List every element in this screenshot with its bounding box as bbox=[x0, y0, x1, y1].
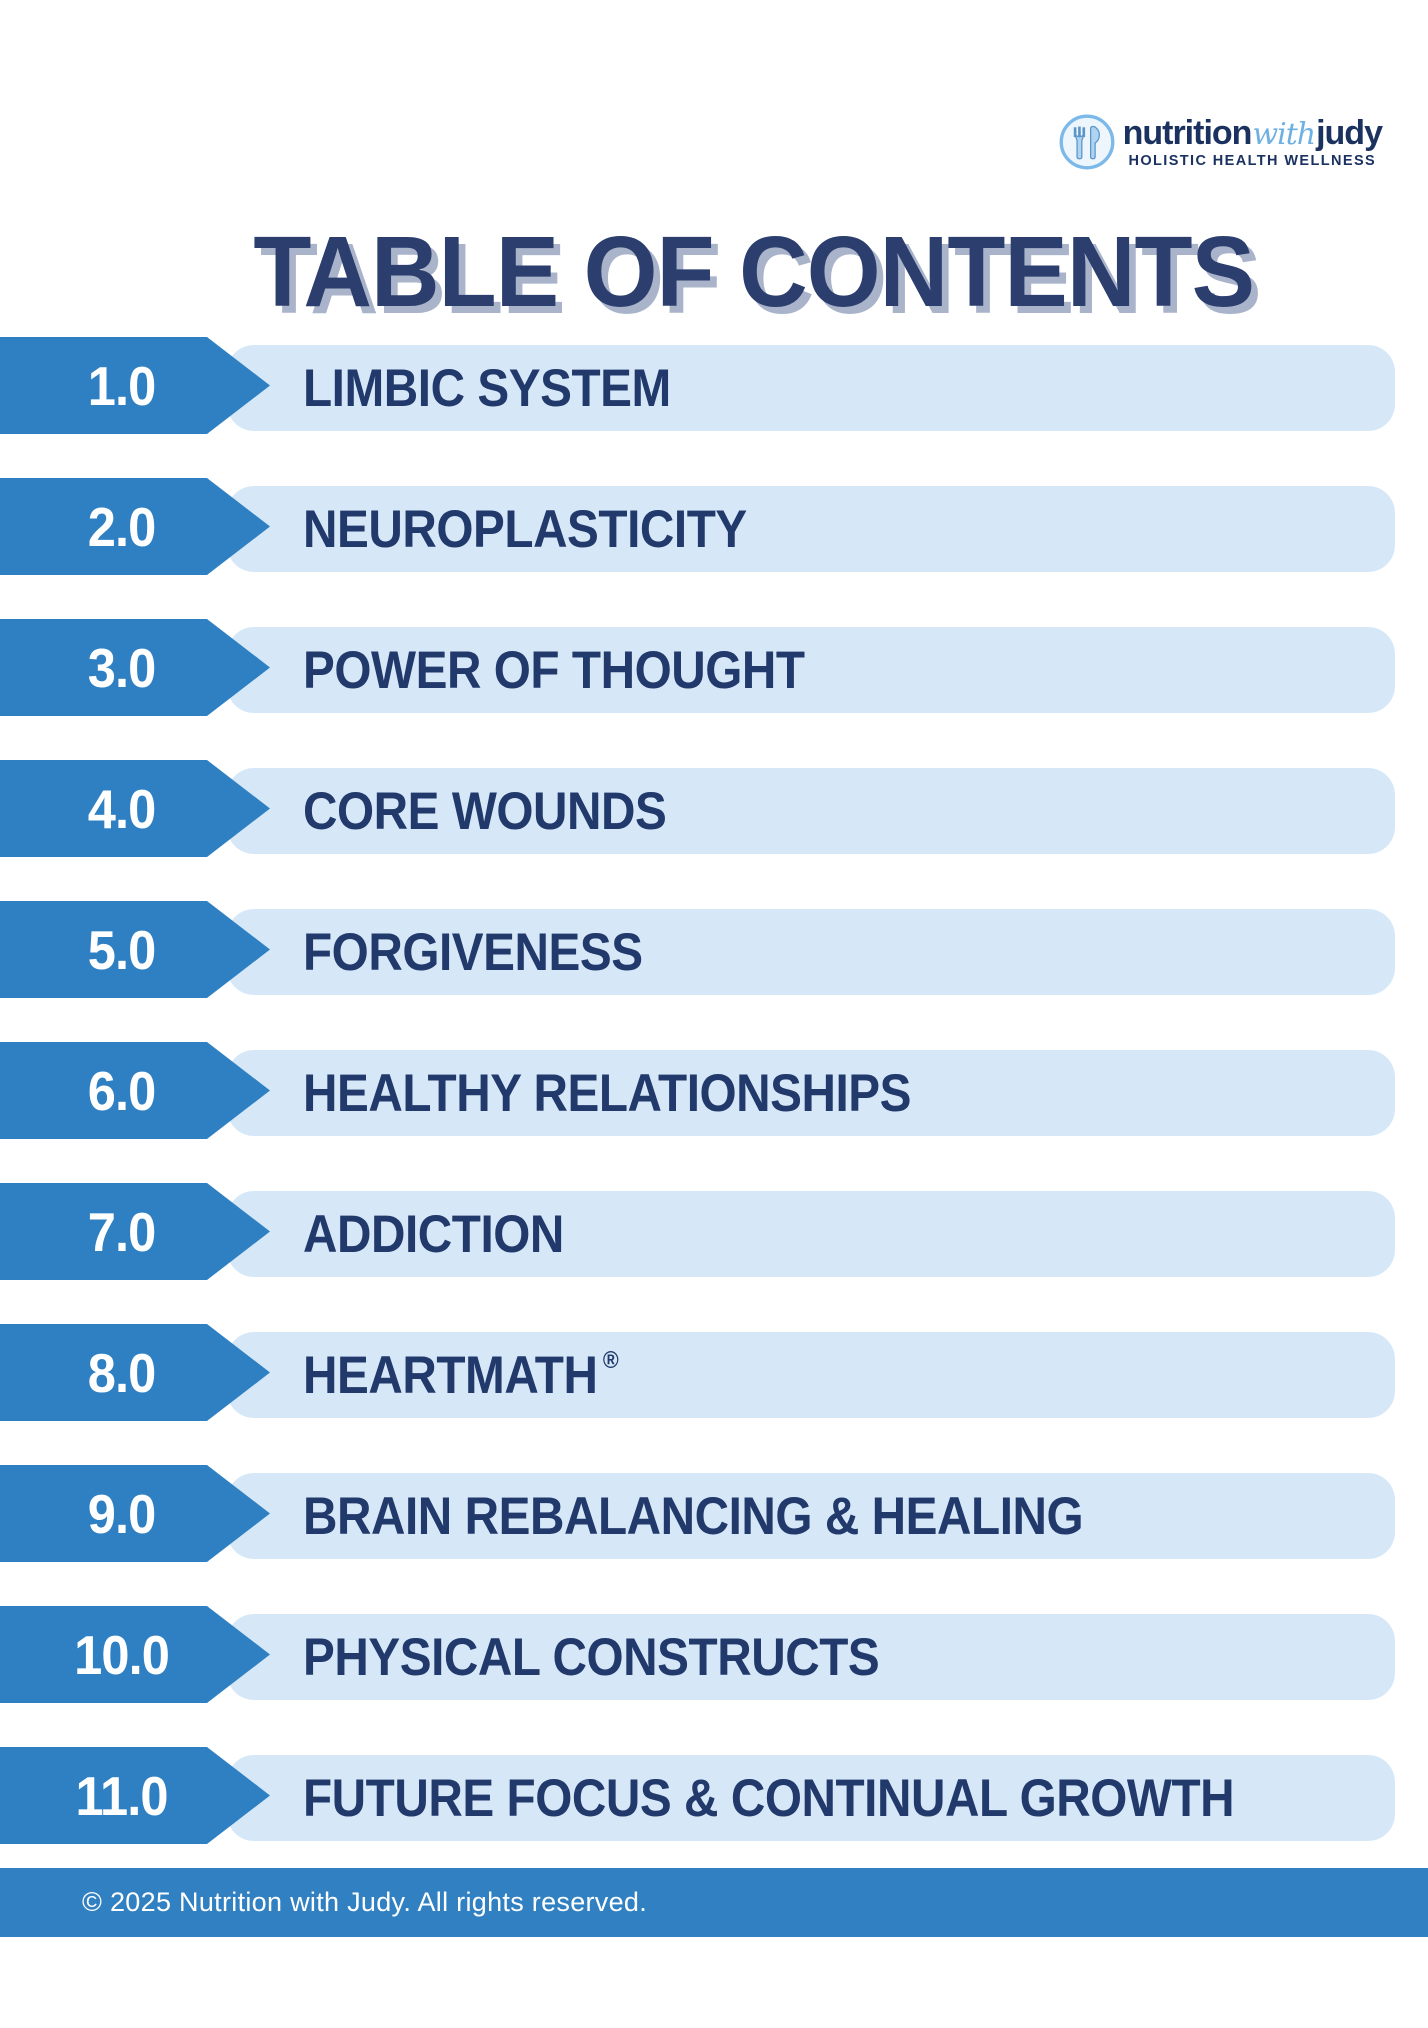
toc-item-label-wrap: HEARTMATH ® bbox=[303, 1345, 619, 1405]
toc-row[interactable]: 3.0 POWER OF THOUGHT bbox=[0, 619, 1428, 716]
toc-item-label: FORGIVENESS bbox=[303, 922, 643, 982]
toc-item-label: ADDICTION bbox=[303, 1204, 564, 1264]
toc-item-number: 2.0 bbox=[87, 495, 157, 558]
toc-row-bar bbox=[227, 1191, 1395, 1277]
toc-row-arrow-icon bbox=[0, 1324, 270, 1421]
toc-item-number: 10.0 bbox=[74, 1623, 170, 1686]
toc-row-bar bbox=[227, 1050, 1395, 1136]
toc-item-label: FUTURE FOCUS & CONTINUAL GROWTH bbox=[303, 1768, 1235, 1828]
toc-row[interactable]: 10.0 PHYSICAL CONSTRUCTS bbox=[0, 1606, 1428, 1703]
toc-item-number: 3.0 bbox=[87, 636, 157, 699]
toc-row-arrow-icon bbox=[0, 1747, 270, 1844]
toc-row[interactable]: 9.0 BRAIN REBALANCING & HEALING bbox=[0, 1465, 1428, 1562]
toc-row[interactable]: 8.0 HEARTMATH ® bbox=[0, 1324, 1428, 1421]
brand-logo: nutrition with judy HOLISTIC HEALTH WELL… bbox=[1059, 113, 1383, 170]
toc-row-arrow-icon bbox=[0, 337, 270, 434]
toc-row-bar bbox=[227, 1332, 1395, 1418]
toc-row-arrow-icon bbox=[0, 1042, 270, 1139]
toc-row[interactable]: 11.0 FUTURE FOCUS & CONTINUAL GROWTH bbox=[0, 1747, 1428, 1844]
toc-item-label: POWER OF THOUGHT bbox=[303, 640, 805, 700]
toc-row-arrow-icon bbox=[0, 1465, 270, 1562]
toc-item-label-wrap: PHYSICAL CONSTRUCTS bbox=[303, 1614, 1280, 1700]
toc-row-bar bbox=[227, 1614, 1395, 1700]
toc-item-number: 9.0 bbox=[87, 1482, 157, 1545]
toc-item-label-wrap: CORE WOUNDS bbox=[303, 768, 1280, 854]
toc-item-label-wrap: FUTURE FOCUS & CONTINUAL GROWTH bbox=[303, 1755, 1280, 1841]
toc-item-label-wrap: NEUROPLASTICITY bbox=[303, 486, 1280, 572]
toc-item-label: BRAIN REBALANCING & HEALING bbox=[303, 1486, 1084, 1546]
toc-item-number: 8.0 bbox=[87, 1341, 157, 1404]
toc-row-bar bbox=[227, 627, 1395, 713]
toc-row[interactable]: 2.0 NEUROPLASTICITY bbox=[0, 478, 1428, 575]
brand-name-suffix: judy bbox=[1316, 113, 1383, 152]
toc-row-bar bbox=[227, 1755, 1395, 1841]
toc-row-bar bbox=[227, 345, 1395, 431]
brand-tagline: HOLISTIC HEALTH WELLNESS bbox=[1128, 152, 1377, 169]
toc-item-number: 7.0 bbox=[87, 1200, 157, 1263]
toc-item-label: CORE WOUNDS bbox=[303, 781, 667, 841]
toc-item-label: HEALTHY RELATIONSHIPS bbox=[303, 1063, 912, 1123]
toc-item-label-wrap: BRAIN REBALANCING & HEALING bbox=[303, 1473, 1280, 1559]
toc-item-number: 6.0 bbox=[87, 1059, 157, 1122]
copyright-text: © 2025 Nutrition with Judy. All rights r… bbox=[82, 1887, 648, 1917]
toc-item-label: NEUROPLASTICITY bbox=[303, 499, 747, 559]
brand-name-script: with bbox=[1252, 116, 1316, 152]
toc-item-number: 11.0 bbox=[75, 1764, 169, 1827]
toc-item-label-wrap: HEALTHY RELATIONSHIPS bbox=[303, 1050, 1280, 1136]
toc-row-bar bbox=[227, 1473, 1395, 1559]
toc-row[interactable]: 4.0 CORE WOUNDS bbox=[0, 760, 1428, 857]
toc-row-arrow-icon bbox=[0, 901, 270, 998]
toc-row[interactable]: 6.0 HEALTHY RELATIONSHIPS bbox=[0, 1042, 1428, 1139]
toc-row-arrow-icon bbox=[0, 478, 270, 575]
brand-name-prefix: nutrition bbox=[1122, 113, 1253, 152]
toc-list: 1.0 LIMBIC SYSTEM 2.0 NEUROPLASTICITY 3.… bbox=[0, 337, 1428, 1888]
toc-row-arrow-icon bbox=[0, 1606, 270, 1703]
toc-row[interactable]: 7.0 ADDICTION bbox=[0, 1183, 1428, 1280]
toc-row[interactable]: 5.0 FORGIVENESS bbox=[0, 901, 1428, 998]
toc-item-label: LIMBIC SYSTEM bbox=[303, 358, 671, 418]
fork-knife-circle-icon bbox=[1059, 114, 1115, 170]
brand-name: nutrition with judy bbox=[1122, 113, 1383, 152]
toc-row-arrow-icon bbox=[0, 760, 270, 857]
toc-row-bar bbox=[227, 768, 1395, 854]
toc-item-number: 1.0 bbox=[87, 354, 157, 417]
toc-row-arrow-icon bbox=[0, 619, 270, 716]
toc-row-bar bbox=[227, 909, 1395, 995]
copyright-footer: © 2025 Nutrition with Judy. All rights r… bbox=[0, 1868, 1428, 1937]
toc-item-label: PHYSICAL CONSTRUCTS bbox=[303, 1627, 880, 1687]
toc-item-label-wrap: FORGIVENESS bbox=[303, 909, 1280, 995]
toc-item-label-wrap: POWER OF THOUGHT bbox=[303, 627, 1280, 713]
toc-item-label: HEARTMATH bbox=[303, 1345, 598, 1405]
toc-item-number: 5.0 bbox=[87, 918, 157, 981]
toc-row[interactable]: 1.0 LIMBIC SYSTEM bbox=[0, 337, 1428, 434]
toc-item-label-wrap: LIMBIC SYSTEM bbox=[303, 345, 1280, 431]
page-title: TABLE OF CONTENTS bbox=[253, 216, 1256, 328]
toc-row-arrow-icon bbox=[0, 1183, 270, 1280]
toc-item-label-wrap: ADDICTION bbox=[303, 1191, 1280, 1277]
toc-row-bar bbox=[227, 486, 1395, 572]
toc-item-number: 4.0 bbox=[87, 777, 157, 840]
